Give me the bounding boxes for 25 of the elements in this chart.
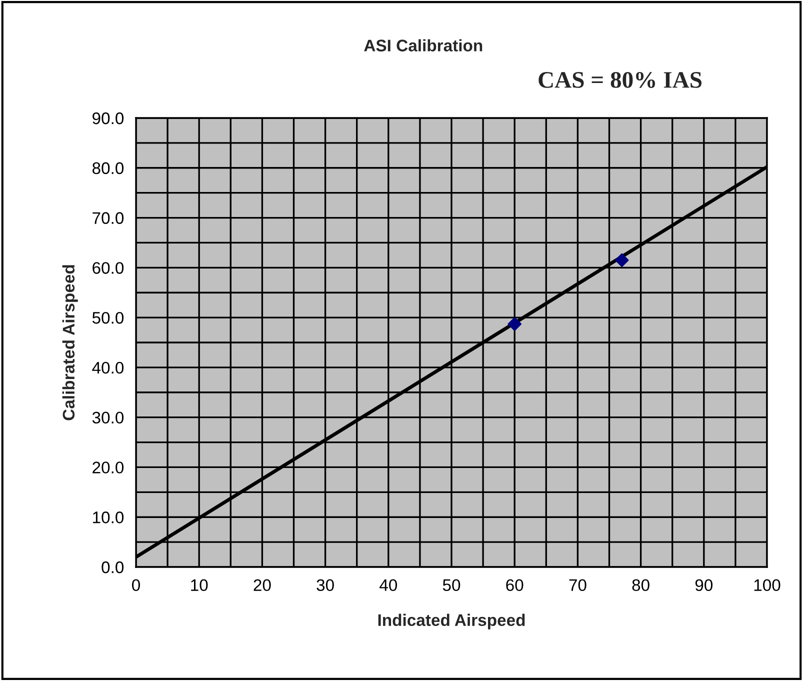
x-tick-label: 80 [632,579,650,592]
y-axis-title: Calibrated Airspeed [62,265,78,420]
y-tick-label: 50.0 [92,312,124,324]
x-tick-label: 60 [506,579,524,592]
y-tick-label: 80.0 [92,162,124,174]
y-tick-label: 30.0 [92,412,124,424]
x-tick-label: 90 [695,579,713,592]
x-tick-label: 0 [132,579,140,592]
y-tick-label: 40.0 [92,362,124,374]
y-tick-label: 10.0 [93,512,124,524]
x-tick-label: 20 [254,579,271,592]
x-axis-title: Indicated Airspeed [378,614,525,630]
x-tick-label: 50 [442,579,460,592]
y-tick-label: 60.0 [92,262,124,274]
x-tick-label: 40 [380,579,398,592]
y-tick-label: 70.0 [92,212,124,224]
x-tick-label: 10 [191,579,208,592]
text: CAS = 80% IAS [538,72,702,88]
x-tick-label: 30 [316,579,334,592]
x-tick-label: 100 [754,579,780,592]
chart-title: ASI Calibration [364,39,482,52]
x-tick-label: 70 [569,579,586,592]
y-tick-label: 90.0 [92,112,124,124]
y-tick-label: 0.0 [102,561,124,574]
y-tick-label: 20.0 [92,462,124,474]
